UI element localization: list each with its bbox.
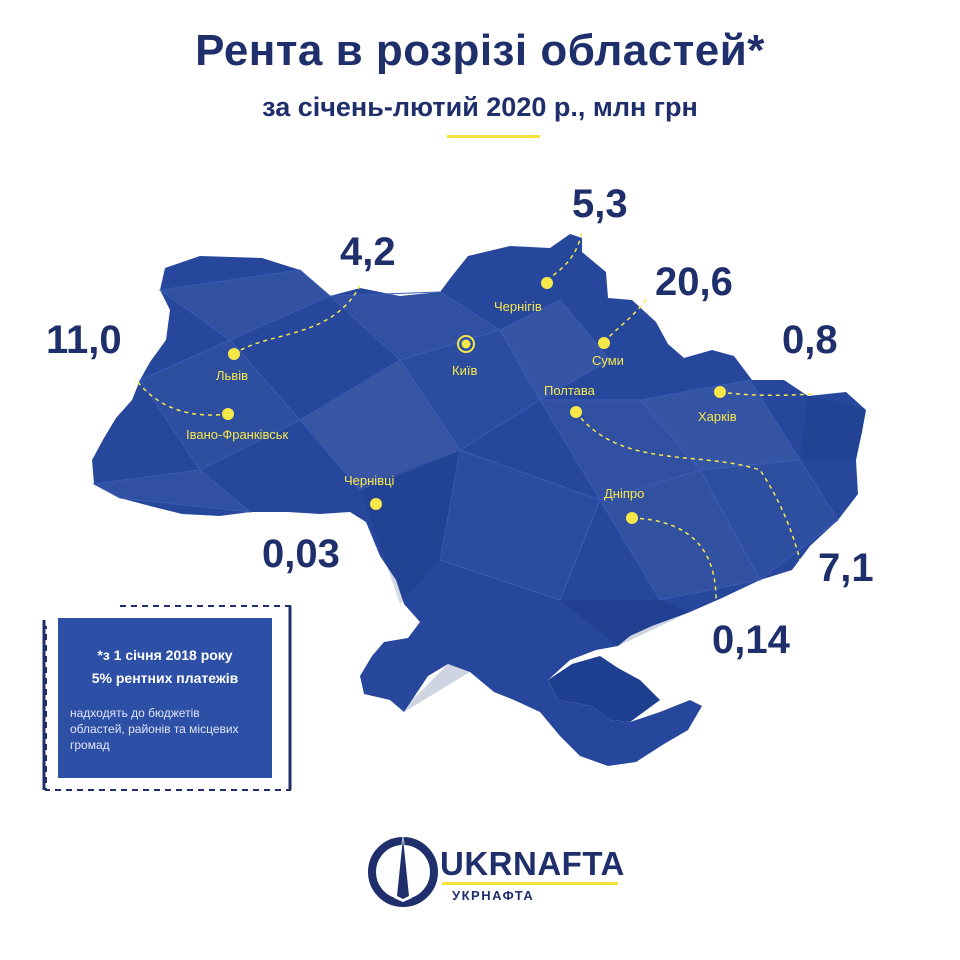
page-title: Рента в розрізі областей* (195, 26, 765, 75)
leader-kharkiv (719, 391, 813, 397)
city-label-ivano-frankivsk: Івано-Франківськ (186, 427, 289, 442)
footnote-box (58, 618, 272, 778)
marker-lviv (228, 348, 240, 360)
title-underline (447, 135, 540, 138)
leader-ivano (134, 377, 229, 416)
value-lviv: 4,2 (340, 230, 396, 274)
value-chernivtsi: 0,03 (262, 532, 340, 576)
leader-sumy (603, 299, 647, 343)
footnote-line-1: *з 1 січня 2018 року (97, 647, 233, 663)
city-label-kharkiv: Харків (698, 409, 737, 424)
page-subtitle: за січень-лютий 2020 р., млн грн (262, 92, 698, 122)
brand-underline (442, 882, 618, 885)
city-markers (222, 277, 726, 524)
value-ivano-frankivsk: 11,0 (46, 318, 122, 362)
city-label-chernihiv: Чернігів (494, 299, 542, 314)
ukrnafta-logo-icon (368, 834, 438, 907)
footnote-small-1: надходять до бюджетів (70, 706, 200, 720)
note-frame (42, 605, 292, 791)
brand-name: UKRNAFTA (440, 845, 625, 882)
footnote-small-2: областей, районів та місцевих (70, 722, 239, 736)
marker-ivano (222, 408, 234, 420)
value-kharkiv: 0,8 (782, 318, 838, 362)
value-poltava: 7,1 (818, 546, 874, 590)
brand-subtitle: УКРНАФТА (452, 888, 535, 903)
marker-chernivtsi (370, 498, 382, 510)
marker-sumy (598, 337, 610, 349)
city-label-chernivtsi: Чернівці (344, 473, 395, 488)
marker-chernihiv (541, 277, 553, 289)
value-chernihiv: 5,3 (572, 182, 628, 226)
city-label-lviv: Львів (216, 368, 249, 383)
map-facets-dark (360, 396, 866, 712)
city-label-dnipro: Дніпро (604, 486, 645, 501)
leader-chernihiv (546, 231, 583, 281)
marker-poltava (570, 406, 582, 418)
city-label-sumy: Суми (592, 353, 624, 368)
marker-dnipro (626, 512, 638, 524)
city-label-poltava: Полтава (544, 383, 595, 398)
marker-kharkiv (714, 386, 726, 398)
marker-kyiv-capital (457, 335, 475, 353)
leader-lines (134, 231, 813, 601)
city-label-kyiv: Київ (452, 363, 478, 378)
map-facets (92, 269, 839, 601)
value-sumy: 20,6 (655, 260, 733, 304)
leader-dnipro (631, 517, 717, 601)
value-dnipro: 0,14 (712, 618, 790, 662)
footnote-small-3: громад (70, 738, 110, 752)
footnote-line-2: 5% рентних платежів (91, 670, 239, 686)
map-crimea (548, 656, 660, 722)
leader-poltava (575, 411, 801, 561)
map-territory (92, 234, 866, 766)
